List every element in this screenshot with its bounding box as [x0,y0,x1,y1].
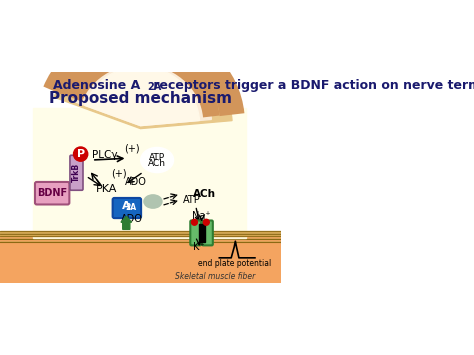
Text: ACh: ACh [148,159,166,168]
Bar [33,108,246,238]
Text: PLCγ: PLCγ [92,150,118,160]
Bar [0,232,281,283]
Text: ACh: ACh [192,189,216,199]
Text: K⁺: K⁺ [193,241,205,252]
Text: TrkB: TrkB [72,163,81,182]
Text: 2A: 2A [126,203,137,212]
Text: ATP: ATP [149,153,165,162]
Text: ADO: ADO [121,214,143,224]
Text: 2A: 2A [147,82,161,92]
Ellipse shape [144,195,162,208]
Text: P: P [77,149,85,159]
Wedge shape [85,66,200,126]
Text: Skeletal muscle fiber: Skeletal muscle fiber [174,272,255,281]
Text: (+): (+) [111,168,127,178]
Text: receptors trigger a BDNF action on nerve terminals: receptors trigger a BDNF action on nerve… [149,80,474,92]
FancyBboxPatch shape [190,220,201,245]
FancyArrow shape [121,216,132,229]
Ellipse shape [141,148,173,173]
Text: A: A [122,201,130,211]
Wedge shape [73,54,211,126]
Text: Na⁺: Na⁺ [192,211,211,221]
FancyBboxPatch shape [35,182,69,204]
Bar [199,224,204,242]
FancyBboxPatch shape [113,198,141,218]
Circle shape [73,147,88,161]
Bar [0,231,281,236]
FancyBboxPatch shape [202,220,213,245]
FancyBboxPatch shape [70,155,83,190]
Wedge shape [54,37,232,129]
Text: ADO: ADO [126,177,147,187]
Circle shape [203,219,209,225]
Text: (+): (+) [124,143,139,153]
Text: Proposed mechanism: Proposed mechanism [49,91,232,106]
Text: ATP: ATP [182,195,201,205]
Text: Adenosine A: Adenosine A [53,80,140,92]
Text: end plate potential: end plate potential [198,259,271,268]
Text: PKA: PKA [96,184,118,194]
Circle shape [191,219,197,225]
Text: BDNF: BDNF [37,188,67,198]
